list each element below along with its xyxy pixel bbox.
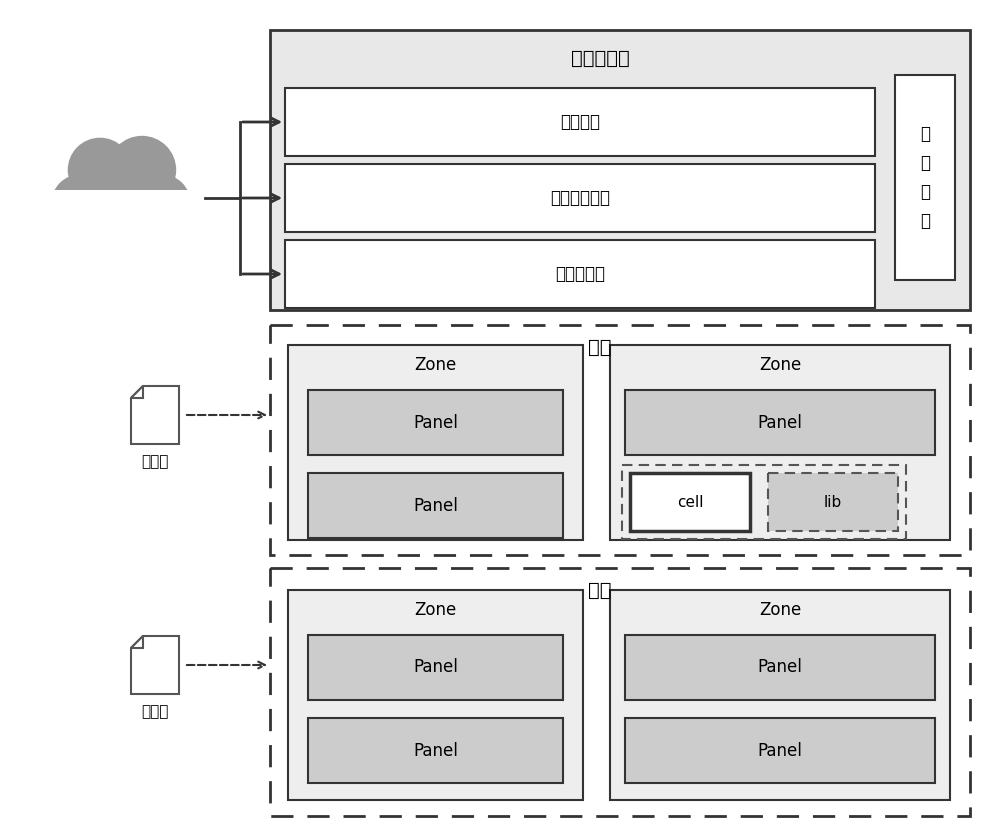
Text: Panel: Panel [413,496,458,515]
Bar [622,465,906,539]
Text: 场景: 场景 [588,581,612,600]
Text: 主工程基座: 主工程基座 [571,48,629,67]
Text: cell: cell [677,495,703,510]
Bar [610,590,950,800]
Bar [630,473,750,531]
Text: 插件管理器: 插件管理器 [555,265,605,283]
Circle shape [52,174,108,232]
Text: Panel: Panel [758,413,802,431]
Text: Zone: Zone [414,601,457,619]
Bar [270,30,970,310]
Text: 其
它
逢
辑: 其 它 逢 辑 [920,125,930,230]
Bar [308,635,563,700]
Bar [285,88,875,156]
Bar [270,568,970,816]
Circle shape [82,147,158,223]
Bar [308,718,563,783]
Bar [625,718,935,783]
Circle shape [68,137,132,202]
Text: 配置表: 配置表 [141,455,169,470]
Circle shape [108,136,176,204]
Text: Zone: Zone [759,356,801,374]
Bar [625,390,935,455]
Text: 配置表: 配置表 [141,705,169,720]
Text: Panel: Panel [758,659,802,676]
Bar [288,590,583,800]
Bar [270,325,970,555]
Text: lib: lib [824,495,842,510]
Bar [610,345,950,540]
Text: 场景: 场景 [588,337,612,357]
Polygon shape [131,386,179,444]
Polygon shape [131,636,143,648]
Text: Zone: Zone [759,601,801,619]
Bar [285,240,875,308]
Text: 基线检查: 基线检查 [560,113,600,131]
Text: 配置表管理器: 配置表管理器 [550,189,610,207]
Text: Panel: Panel [758,741,802,760]
Bar [285,164,875,232]
Bar [308,390,563,455]
Polygon shape [131,386,143,398]
Text: Zone: Zone [414,356,457,374]
Text: Panel: Panel [413,741,458,760]
Bar [895,75,955,280]
Bar [768,473,898,531]
Bar [308,473,563,538]
Text: Panel: Panel [413,413,458,431]
Text: Panel: Panel [413,659,458,676]
Circle shape [134,174,190,232]
Bar [625,635,935,700]
Polygon shape [131,636,179,694]
Bar [288,345,583,540]
Bar [35,190,205,245]
